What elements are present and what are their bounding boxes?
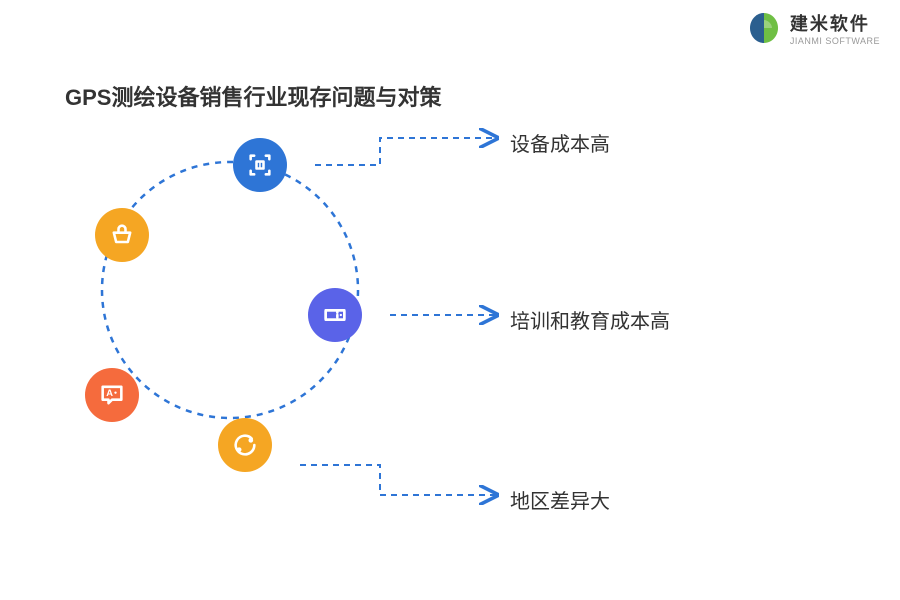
refresh-icon xyxy=(218,418,272,472)
connectors xyxy=(60,120,840,550)
ticket-icon xyxy=(308,288,362,342)
connector-0 xyxy=(315,138,495,165)
label-1: 培训和教育成本高 xyxy=(510,305,670,334)
logo-cn-text: 建米软件 xyxy=(790,10,880,36)
basket-icon xyxy=(95,208,149,262)
logo: 建米软件 JIANMI SOFTWARE xyxy=(746,10,880,46)
logo-mark xyxy=(746,10,782,46)
label-2: 地区差异大 xyxy=(510,485,610,514)
svg-text:T: T xyxy=(257,160,264,172)
scan-icon: T xyxy=(233,138,287,192)
connector-2 xyxy=(300,465,495,495)
diagram: T A 设备成本高培训和教育成本高地区差异大 xyxy=(60,120,840,550)
page-title: GPS测绘设备销售行业现存问题与对策 xyxy=(65,80,441,112)
chat-icon: A xyxy=(85,368,139,422)
svg-text:A: A xyxy=(106,388,113,398)
logo-en-text: JIANMI SOFTWARE xyxy=(790,36,880,46)
label-0: 设备成本高 xyxy=(510,128,610,157)
